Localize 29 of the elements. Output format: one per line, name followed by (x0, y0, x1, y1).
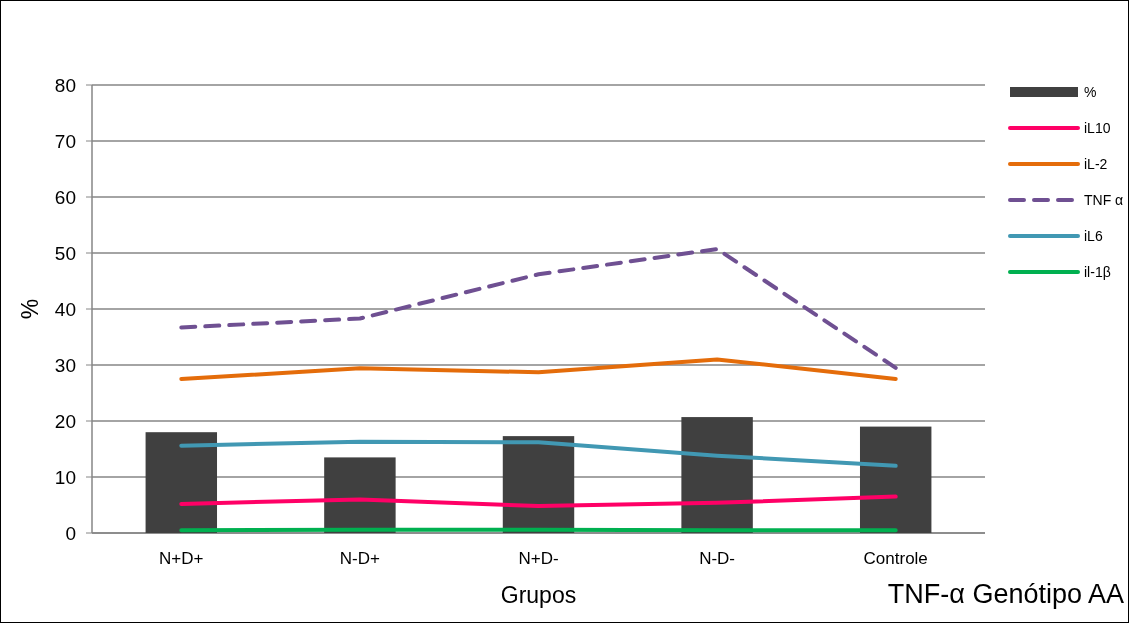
line-series (179, 247, 898, 370)
line-series (179, 439, 898, 468)
legend-label: TNF α (1084, 191, 1124, 208)
legend-label: iL-2 (1084, 155, 1108, 172)
line-series (179, 357, 898, 381)
bar (859, 426, 932, 533)
y-tick-label: 20 (54, 410, 76, 432)
legend-label: iL10 (1084, 119, 1111, 136)
y-tick-label: 40 (54, 298, 76, 320)
y-tick-label: 50 (54, 242, 76, 264)
y-tick-label: 10 (54, 466, 76, 488)
x-tick-label: N-D- (699, 549, 736, 568)
line-series (179, 494, 898, 509)
bar (145, 432, 218, 533)
y-tick-label: 80 (54, 74, 76, 96)
y-tick-label: 70 (54, 130, 76, 152)
x-tick-label: N+D+ (159, 549, 204, 568)
x-axis-title: Grupos (500, 582, 577, 608)
y-axis-title: % (17, 298, 43, 320)
legend-label: il-1β (1084, 263, 1111, 280)
x-tick-label: Controle (863, 549, 928, 568)
legend-label: % (1084, 83, 1097, 100)
text: TNF-α Genótipo AA (887, 579, 1124, 609)
legend-label: iL6 (1084, 227, 1103, 244)
x-tick-label: N-D+ (339, 549, 381, 568)
y-tick-label: 0 (65, 522, 76, 544)
y-tick-label: 60 (54, 186, 76, 208)
y-tick-label: 30 (54, 354, 76, 376)
x-tick-label: N+D- (518, 549, 559, 568)
